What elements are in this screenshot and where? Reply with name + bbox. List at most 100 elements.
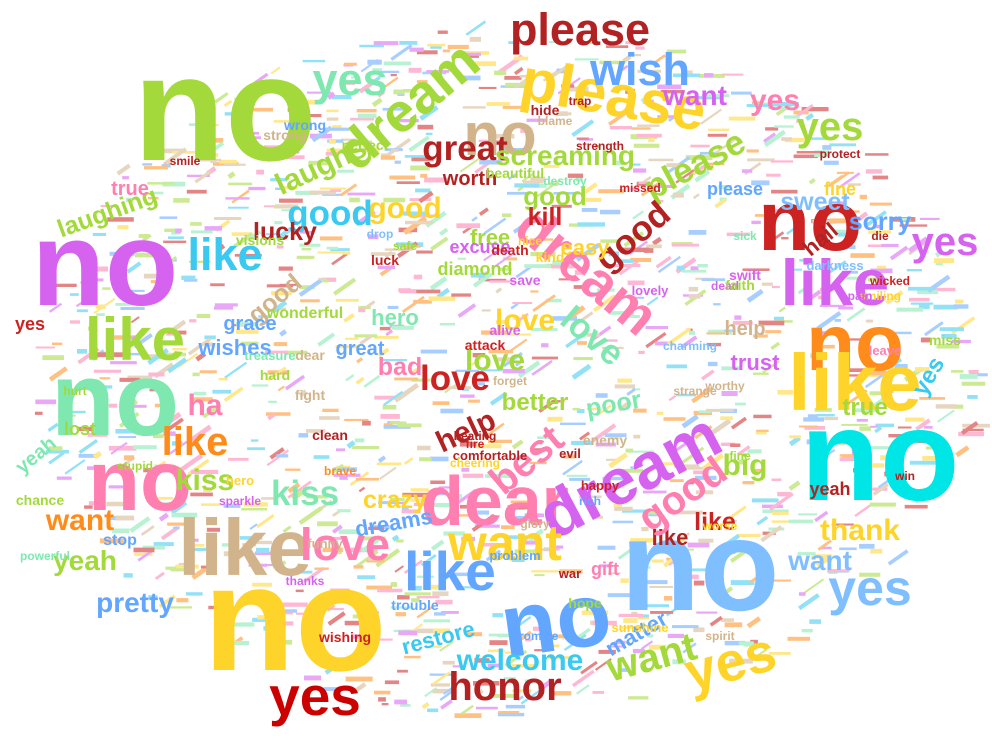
cloud-word-war: war xyxy=(558,566,581,581)
cloud-word-yes: yes xyxy=(797,105,864,149)
cloud-word-great: great xyxy=(422,129,508,168)
cloud-word-fight: fight xyxy=(295,387,326,403)
cloud-word-sweet: sweet xyxy=(780,188,850,216)
cloud-word-trouble: trouble xyxy=(391,597,439,613)
cloud-word-ha: ha xyxy=(187,389,222,422)
cloud-word-good: good xyxy=(287,194,373,233)
cloud-word-thank: thank xyxy=(820,514,900,547)
cloud-word-poor: poor xyxy=(584,385,644,422)
cloud-word-protect: protect xyxy=(820,147,861,161)
cloud-word-good: good xyxy=(523,181,587,211)
cloud-word-enemy: enemy xyxy=(583,432,628,448)
cloud-word-strength: strength xyxy=(576,139,624,153)
cloud-word-lost: lost xyxy=(64,419,96,439)
cloud-word-welcome: welcome xyxy=(456,644,584,677)
cloud-word-visions: visions xyxy=(236,232,284,248)
cloud-word-wicked: wicked xyxy=(869,274,910,288)
cloud-word-comfortable: comfortable xyxy=(453,448,527,463)
cloud-word-cheering: cheering xyxy=(450,456,500,470)
cloud-word-dead: dead xyxy=(711,279,739,293)
cloud-word-screaming: screaming xyxy=(495,140,635,171)
cloud-word-diamond: diamond xyxy=(438,259,513,279)
cloud-word-free: free xyxy=(470,225,510,250)
cloud-word-darkness: darkness xyxy=(806,258,863,273)
cloud-word-rich: rich xyxy=(579,494,601,508)
cloud-word-problem: problem xyxy=(489,548,540,563)
cloud-word-faith: faith xyxy=(725,277,755,293)
cloud-word-love: love xyxy=(495,304,555,337)
cloud-word-miss: miss xyxy=(929,332,961,348)
cloud-word-powerful: powerful xyxy=(20,549,70,563)
cloud-word-easy: easy xyxy=(561,235,611,260)
cloud-word-fine: fine xyxy=(824,179,856,199)
cloud-word-evil: evil xyxy=(559,446,581,461)
cloud-word-sick: sick xyxy=(733,229,757,243)
cloud-word-hide: hide xyxy=(531,102,560,118)
cloud-word-blame: blame xyxy=(538,114,573,128)
cloud-word-yes: yes xyxy=(269,665,361,727)
cloud-word-attack: attack xyxy=(465,337,506,353)
cloud-word-no: no xyxy=(463,101,536,168)
cloud-word-nice: nice xyxy=(518,234,542,248)
cloud-word-like: like xyxy=(85,306,185,373)
cloud-word-please: please xyxy=(707,179,763,199)
cloud-word-yeah: yeah xyxy=(53,545,117,576)
cloud-word-like: like xyxy=(694,508,736,536)
cloud-word-worth: worth xyxy=(442,168,497,190)
cloud-word-no: no xyxy=(88,434,192,529)
cloud-word-destroy: destroy xyxy=(543,174,587,188)
cloud-word-trust: trust xyxy=(731,350,781,375)
cloud-word-hero: hero xyxy=(226,473,254,488)
cloud-word-yes: yes xyxy=(912,220,979,264)
cloud-word-fire: fire xyxy=(466,437,485,451)
cloud-word-forget: forget xyxy=(493,374,527,388)
cloud-word-no: no xyxy=(133,24,316,192)
cloud-word-no: no xyxy=(621,492,780,638)
cloud-word-swift: swift xyxy=(729,267,761,283)
cloud-word-wishing: wishing xyxy=(318,629,371,645)
cloud-word-charming: charming xyxy=(663,339,717,353)
cloud-word-funny: funny xyxy=(307,536,343,551)
cloud-word-treasure: treasure xyxy=(244,348,295,363)
cloud-word-yeah: yeah xyxy=(809,479,850,499)
cloud-word-safe: safe xyxy=(393,239,417,253)
cloud-word-want: want xyxy=(45,504,114,537)
cloud-word-love: love xyxy=(465,344,525,377)
cloud-word-like: like xyxy=(788,338,921,427)
cloud-word-gift: gift xyxy=(591,559,619,579)
cloud-word-death: death xyxy=(491,242,528,258)
cloud-word-help: help xyxy=(724,318,765,340)
cloud-word-trap: trap xyxy=(569,94,592,108)
cloud-word-chance: chance xyxy=(16,492,64,508)
cloud-word-yes: yes xyxy=(15,314,45,334)
cloud-word-no: no xyxy=(806,298,904,387)
cloud-word-grace: grace xyxy=(223,313,276,335)
cloud-word-kind: kind xyxy=(536,249,565,265)
cloud-word-worthy: worthy xyxy=(704,379,745,393)
cloud-word-no: no xyxy=(801,382,960,528)
cloud-word-hurt: hurt xyxy=(63,384,86,398)
cloud-word-honor: honor xyxy=(448,665,561,709)
cloud-word-luck: luck xyxy=(371,252,399,268)
cloud-word-smiling: smiling xyxy=(859,289,901,303)
cloud-word-crazy: crazy xyxy=(363,486,427,514)
cloud-word-kiss: kiss xyxy=(271,474,339,513)
cloud-word-true: true xyxy=(842,394,887,421)
cloud-word-sorry: sorry xyxy=(849,208,912,236)
cloud-word-no: no xyxy=(203,534,386,702)
cloud-word-stop: stop xyxy=(103,532,137,549)
cloud-word-no: no xyxy=(51,341,179,458)
cloud-word-hard: hard xyxy=(260,367,290,383)
cloud-word-like: like xyxy=(781,246,889,319)
cloud-word-wish: wish xyxy=(589,44,690,95)
cloud-word-better: better xyxy=(502,389,569,416)
cloud-word-drop: drop xyxy=(367,227,394,241)
cloud-word-pain: pain xyxy=(848,289,873,303)
cloud-word-like: like xyxy=(178,503,311,592)
cloud-word-great: great xyxy=(336,338,385,360)
cloud-word-strong: strong xyxy=(263,127,307,143)
cloud-word-save: save xyxy=(509,272,540,288)
cloud-word-love: love xyxy=(300,519,390,570)
